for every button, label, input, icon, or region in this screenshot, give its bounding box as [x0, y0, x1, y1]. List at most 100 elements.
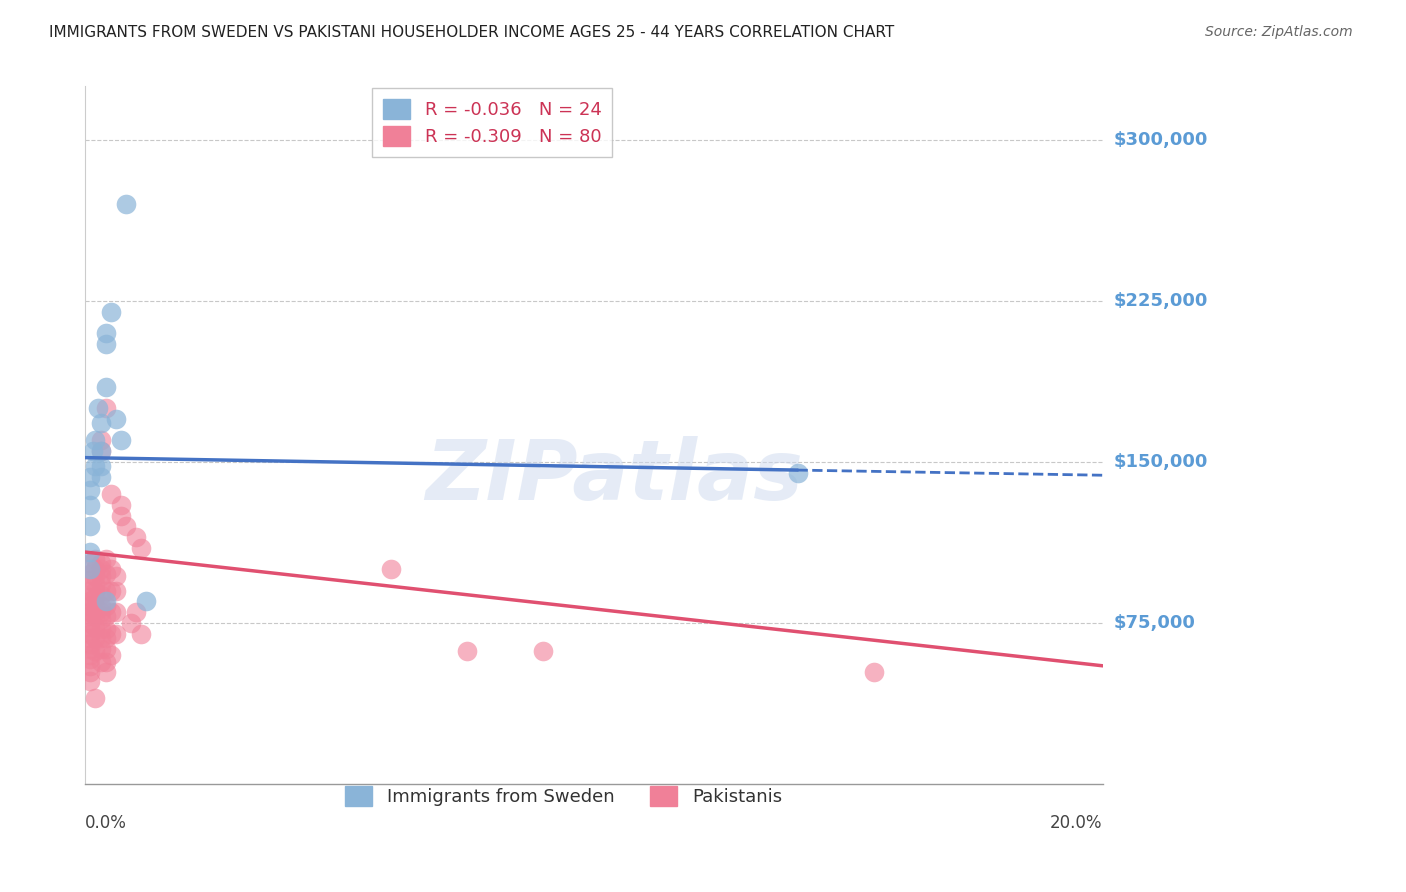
Point — [90, 434, 112, 448]
Point — [79, 566, 101, 581]
Point — [94, 326, 117, 341]
Point — [79, 594, 101, 608]
Point — [90, 444, 112, 458]
Point — [94, 583, 117, 598]
Point — [79, 620, 101, 634]
Point — [94, 655, 117, 669]
Point — [94, 599, 117, 613]
Point — [90, 599, 112, 613]
Point — [84, 609, 107, 624]
Point — [94, 337, 117, 351]
Point — [84, 434, 107, 448]
Point — [94, 665, 117, 680]
Point — [84, 583, 107, 598]
Point — [100, 626, 122, 640]
Point — [90, 444, 112, 458]
Point — [90, 417, 112, 431]
Point — [100, 648, 122, 662]
Point — [94, 631, 117, 645]
Point — [87, 401, 110, 416]
Point — [94, 609, 117, 624]
Point — [100, 304, 122, 318]
Point — [79, 562, 101, 576]
Point — [79, 556, 101, 570]
Point — [94, 566, 117, 581]
Point — [82, 444, 104, 458]
Point — [90, 562, 112, 576]
Point — [90, 470, 112, 484]
Point — [79, 626, 101, 640]
Point — [110, 434, 132, 448]
Point — [129, 541, 152, 555]
Point — [84, 590, 107, 604]
Point — [79, 641, 101, 656]
Point — [94, 380, 117, 394]
Point — [120, 615, 142, 630]
Text: $225,000: $225,000 — [1114, 292, 1208, 310]
Point — [90, 655, 112, 669]
Point — [79, 498, 101, 512]
Point — [104, 583, 127, 598]
Point — [84, 599, 107, 613]
Text: $150,000: $150,000 — [1114, 453, 1208, 471]
Point — [79, 599, 101, 613]
Point — [380, 562, 402, 576]
Point — [90, 459, 112, 474]
Point — [84, 605, 107, 619]
Point — [125, 530, 148, 544]
Text: 0.0%: 0.0% — [86, 814, 127, 832]
Point — [90, 568, 112, 582]
Point — [90, 611, 112, 625]
Point — [79, 470, 101, 484]
Point — [79, 658, 101, 673]
Point — [90, 631, 112, 645]
Point — [104, 605, 127, 619]
Legend: Immigrants from Sweden, Pakistanis: Immigrants from Sweden, Pakistanis — [337, 779, 789, 814]
Point — [90, 577, 112, 591]
Point — [79, 665, 101, 680]
Point — [84, 551, 107, 566]
Point — [786, 466, 808, 480]
Point — [84, 577, 107, 591]
Text: ZIPatlas: ZIPatlas — [426, 436, 803, 517]
Point — [862, 665, 884, 680]
Point — [94, 401, 117, 416]
Point — [456, 644, 478, 658]
Point — [104, 626, 127, 640]
Text: $75,000: $75,000 — [1114, 614, 1195, 632]
Text: $300,000: $300,000 — [1114, 131, 1208, 149]
Text: 20.0%: 20.0% — [1050, 814, 1102, 832]
Point — [94, 623, 117, 637]
Point — [90, 623, 112, 637]
Point — [100, 605, 122, 619]
Text: Source: ZipAtlas.com: Source: ZipAtlas.com — [1205, 25, 1353, 39]
Point — [79, 583, 101, 598]
Point — [531, 644, 554, 658]
Point — [79, 545, 101, 559]
Point — [84, 644, 107, 658]
Point — [79, 483, 101, 497]
Point — [84, 568, 107, 582]
Point — [90, 556, 112, 570]
Point — [90, 641, 112, 656]
Point — [100, 583, 122, 598]
Point — [90, 588, 112, 602]
Point — [84, 691, 107, 706]
Point — [79, 631, 101, 645]
Point — [110, 498, 132, 512]
Point — [79, 648, 101, 662]
Point — [125, 605, 148, 619]
Text: IMMIGRANTS FROM SWEDEN VS PAKISTANI HOUSEHOLDER INCOME AGES 25 - 44 YEARS CORREL: IMMIGRANTS FROM SWEDEN VS PAKISTANI HOUS… — [49, 25, 894, 40]
Point — [79, 673, 101, 688]
Point — [79, 605, 101, 619]
Point — [79, 652, 101, 666]
Point — [104, 568, 127, 582]
Point — [84, 620, 107, 634]
Point — [104, 412, 127, 426]
Point — [79, 573, 101, 587]
Point — [79, 615, 101, 630]
Point — [115, 197, 138, 211]
Point — [94, 641, 117, 656]
Point — [79, 609, 101, 624]
Point — [129, 626, 152, 640]
